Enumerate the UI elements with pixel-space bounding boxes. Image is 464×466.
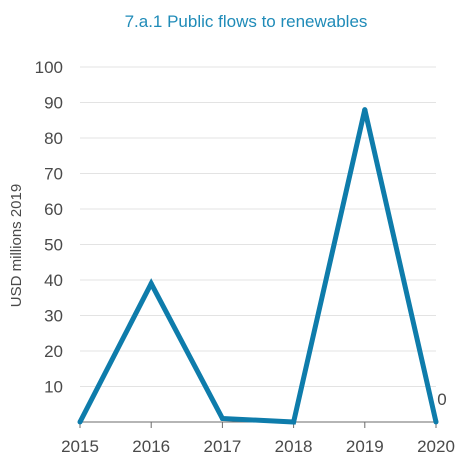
annotations: 0: [437, 390, 446, 409]
y-axis-title: USD millions 2019: [8, 184, 25, 307]
y-tick-label-50: 50: [44, 236, 63, 255]
y-tick-label-90: 90: [44, 94, 63, 113]
y-tick-label-70: 70: [44, 165, 63, 184]
y-tick-label-60: 60: [44, 200, 63, 219]
x-tick-label-2019: 2019: [346, 437, 384, 456]
series-line-0: [77, 109, 439, 425]
y-axis-ticks: 10 20 30 40 50 60 70 80 90 100: [35, 58, 63, 397]
x-tick-label-2015: 2015: [61, 437, 99, 456]
y-tick-label-40: 40: [44, 271, 63, 290]
data-point-2015: [77, 419, 83, 425]
x-tick-label-2020: 2020: [417, 437, 455, 456]
x-tick-label-2018: 2018: [275, 437, 313, 456]
y-tick-label-10: 10: [44, 378, 63, 397]
y-tick-label-20: 20: [44, 342, 63, 361]
data-point-2020: [433, 419, 439, 425]
data-point-2016: [148, 281, 154, 287]
data-point-2018: [291, 419, 297, 425]
data-point-2019: [362, 107, 368, 113]
y-tick-label-80: 80: [44, 129, 63, 148]
y-tick-label-30: 30: [44, 307, 63, 326]
y-tick-label-100: 100: [35, 58, 63, 77]
data-point-2017: [219, 415, 225, 421]
gridlines: [80, 66, 436, 387]
x-tick-label-2017: 2017: [203, 437, 241, 456]
series-layer: [77, 107, 439, 425]
x-tick-label-2016: 2016: [132, 437, 170, 456]
chart-title: 7.a.1 Public flows to renewables: [125, 12, 368, 31]
data-label-2020: 0: [437, 390, 446, 409]
x-axis-ticks: 2015 2016 2017 2018 2019 2020: [61, 422, 455, 456]
